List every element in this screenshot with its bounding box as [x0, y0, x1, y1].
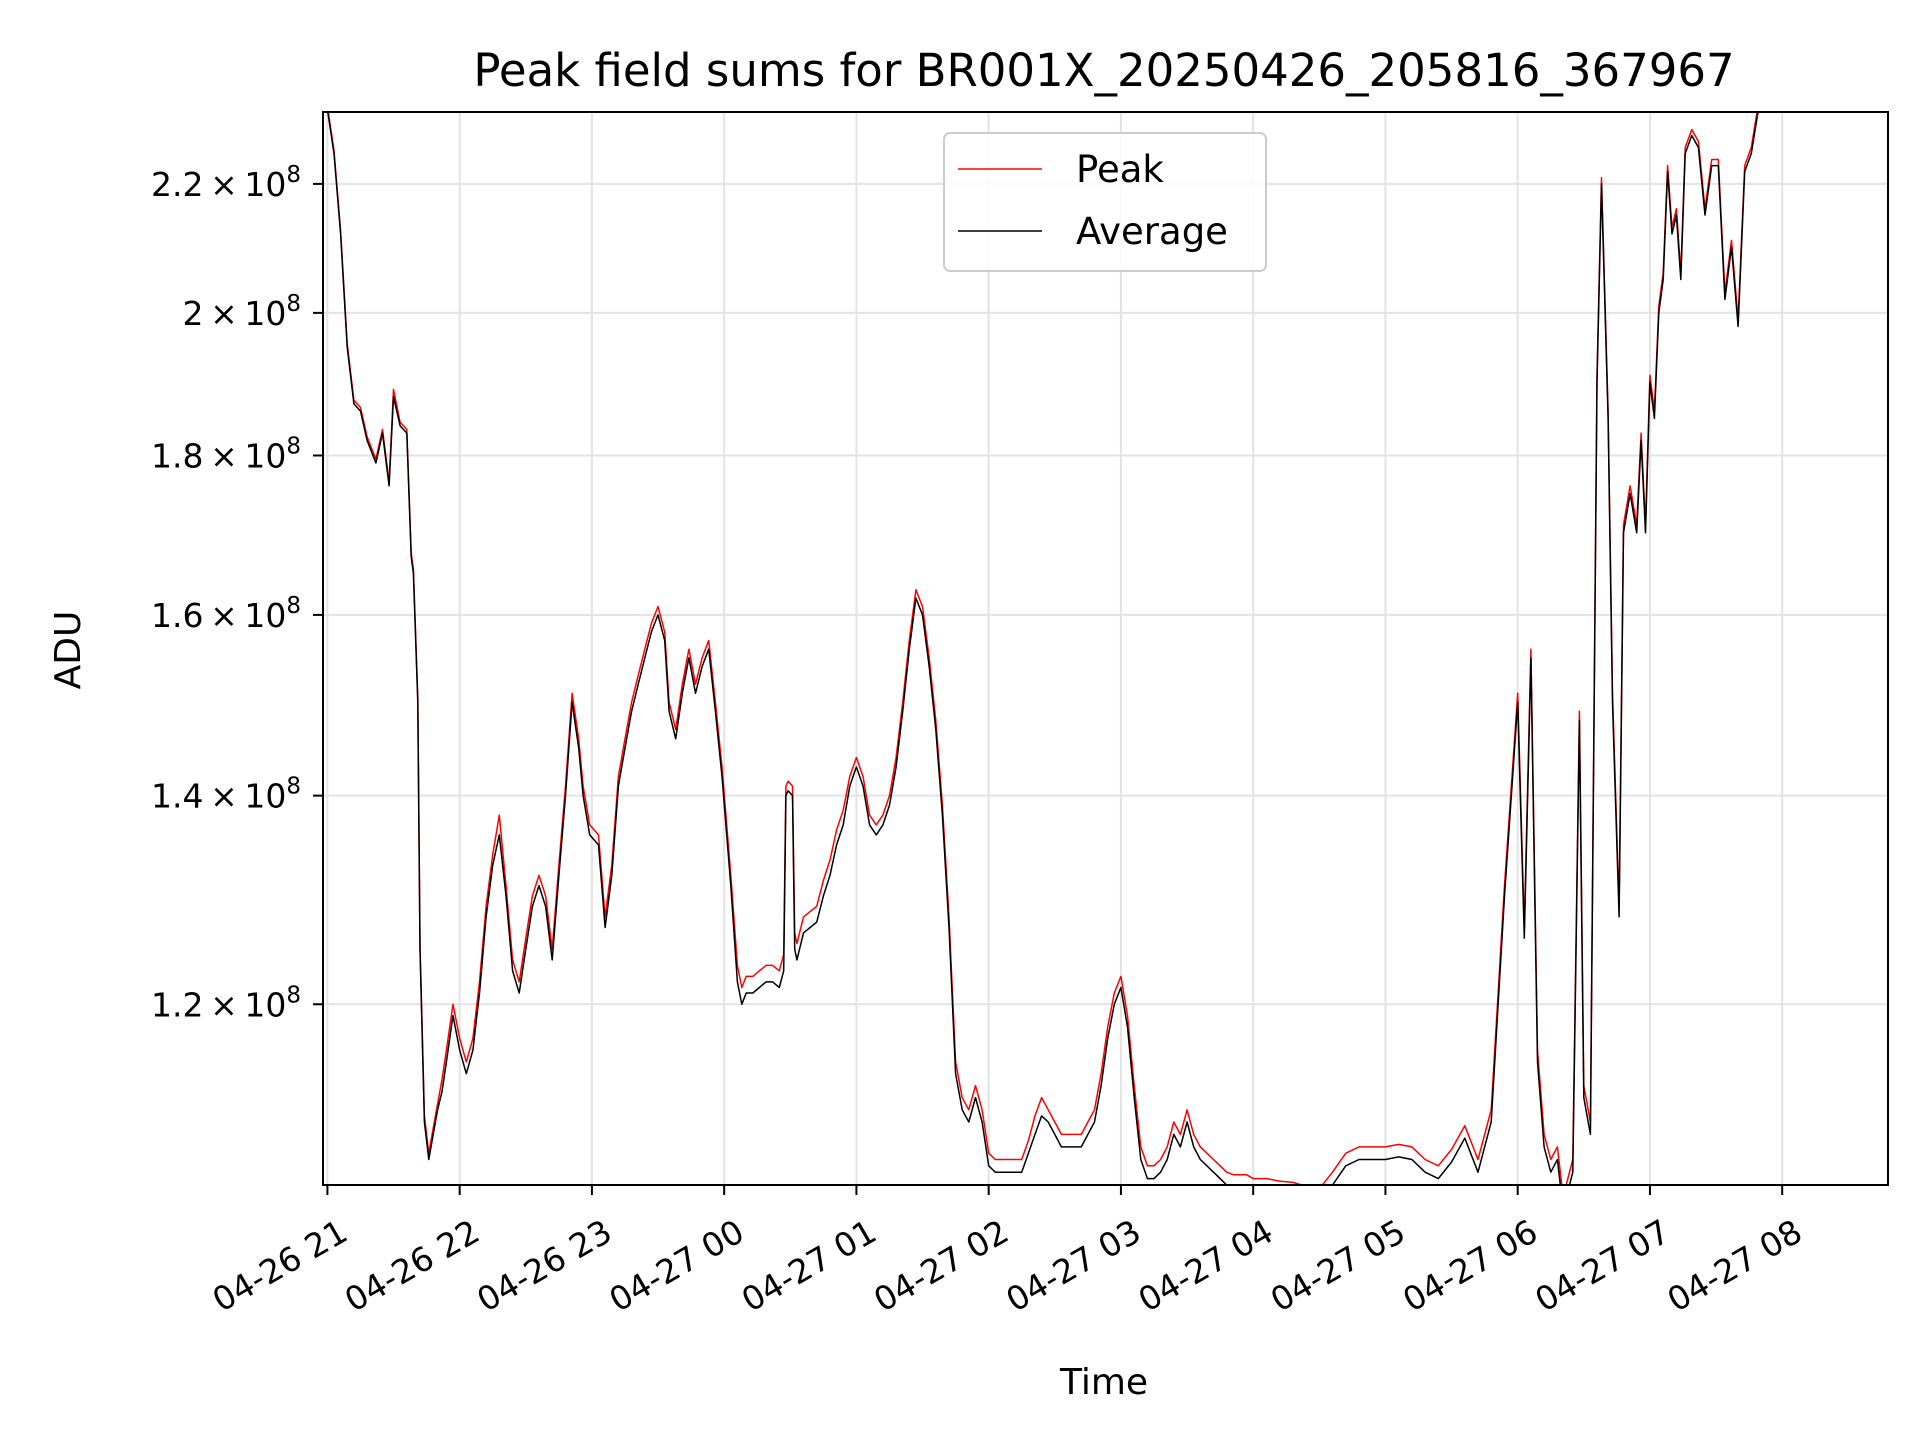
legend-box [943, 132, 1267, 272]
legend-label-average: Average [1076, 210, 1228, 253]
y-tick-label: 2.2 × 108 [151, 162, 301, 204]
grid [323, 112, 1888, 1185]
x-axis-title: Time [1059, 1362, 1148, 1403]
legend-label-peak: Peak [1076, 148, 1164, 191]
y-axis-title: ADU [48, 611, 89, 690]
y-tick-label: 1.2 × 108 [151, 982, 301, 1024]
y-tick-label: 1.6 × 108 [151, 593, 301, 635]
y-axis: 1.2 × 108 1.4 × 108 1.6 × 108 1.8 × 108 2 × … [151, 162, 323, 1024]
series-line-average [327, 112, 1760, 1185]
y-tick-label: 1.4 × 108 [151, 774, 301, 816]
y-tick-label: 1.8 × 108 [151, 433, 301, 475]
chart-title: Peak field sums for BR001X_20250426_2058… [473, 44, 1734, 97]
y-tick-label: 2 × 108 [183, 291, 301, 333]
legend: Peak Average [943, 132, 1267, 272]
plot-area-frame [322, 111, 1889, 1186]
series-layer [327, 112, 1760, 1185]
